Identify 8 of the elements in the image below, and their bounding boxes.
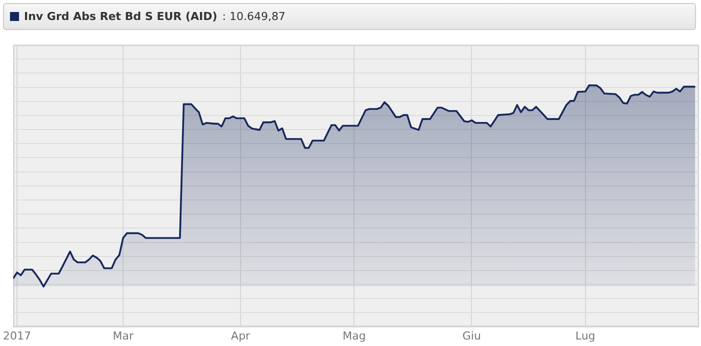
- legend-label: Inv Grd Abs Ret Bd S EUR (AID): [24, 10, 218, 23]
- x-tick-label: Lug: [575, 329, 596, 342]
- x-tick-label: Apr: [231, 329, 251, 342]
- x-tick-label: Mag: [342, 329, 366, 342]
- x-tick-label: 2017: [3, 329, 32, 342]
- x-tick-label: Giu: [462, 329, 481, 342]
- text: : 10.649,87: [222, 10, 286, 23]
- x-tick-label: Mar: [112, 329, 134, 342]
